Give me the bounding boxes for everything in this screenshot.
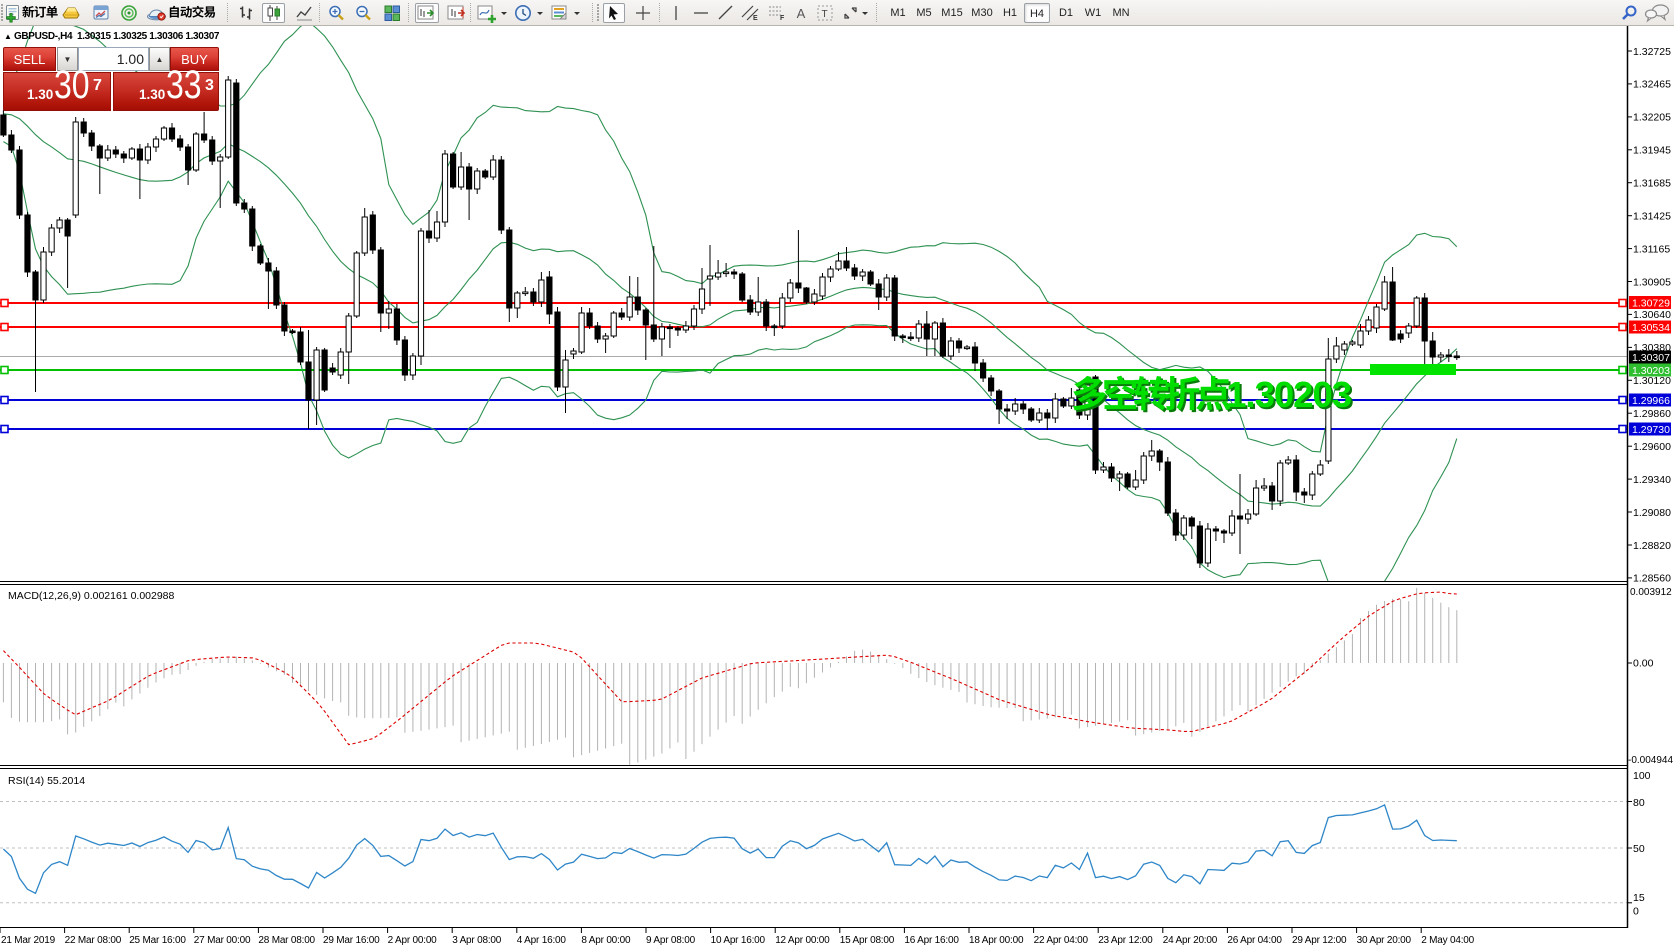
svg-text:1.30120: 1.30120 [1633, 375, 1671, 387]
svg-text:1.30729: 1.30729 [1632, 298, 1670, 310]
svg-text:RSI(14) 55.2014: RSI(14) 55.2014 [8, 775, 85, 787]
svg-text:23 Apr 12:00: 23 Apr 12:00 [1098, 935, 1153, 946]
svg-text:80: 80 [1633, 797, 1645, 809]
svg-text:29 Apr 12:00: 29 Apr 12:00 [1292, 935, 1347, 946]
svg-text:1.30203: 1.30203 [1632, 365, 1670, 377]
svg-text:0: 0 [1633, 905, 1639, 917]
svg-text:1.32725: 1.32725 [1633, 46, 1671, 58]
svg-text:8 Apr 00:00: 8 Apr 00:00 [581, 935, 631, 946]
svg-text:1.30203: 1.30203 [1228, 376, 1353, 417]
svg-text:MACD(12,26,9) 0.002161 0.00298: MACD(12,26,9) 0.002161 0.002988 [8, 590, 175, 602]
svg-text:18 Apr 00:00: 18 Apr 00:00 [969, 935, 1024, 946]
svg-text:27 Mar 00:00: 27 Mar 00:00 [194, 935, 251, 946]
svg-text:15: 15 [1633, 892, 1645, 904]
svg-text:2 Apr 00:00: 2 Apr 00:00 [388, 935, 438, 946]
svg-text:24 Apr 20:00: 24 Apr 20:00 [1163, 935, 1218, 946]
svg-text:29 Mar 16:00: 29 Mar 16:00 [323, 935, 380, 946]
svg-text:1.28820: 1.28820 [1633, 540, 1671, 552]
svg-text:9 Apr 08:00: 9 Apr 08:00 [646, 935, 696, 946]
svg-text:28 Mar 08:00: 28 Mar 08:00 [258, 935, 315, 946]
svg-text:26 Apr 04:00: 26 Apr 04:00 [1227, 935, 1282, 946]
svg-text:1.29730: 1.29730 [1632, 424, 1670, 436]
svg-text:1.31425: 1.31425 [1633, 211, 1671, 223]
svg-text:22 Mar 08:00: 22 Mar 08:00 [65, 935, 122, 946]
svg-text:1.29966: 1.29966 [1632, 395, 1670, 407]
svg-text:3 Apr 08:00: 3 Apr 08:00 [452, 935, 502, 946]
svg-text:12 Apr 00:00: 12 Apr 00:00 [775, 935, 830, 946]
svg-text:1.29600: 1.29600 [1633, 441, 1671, 453]
svg-text:10 Apr 16:00: 10 Apr 16:00 [711, 935, 766, 946]
svg-text:22 Apr 04:00: 22 Apr 04:00 [1034, 935, 1089, 946]
svg-text:F: F [780, 15, 785, 22]
svg-text:T: T [822, 9, 828, 20]
svg-text:1.28560: 1.28560 [1633, 573, 1671, 585]
svg-text:1.29080: 1.29080 [1633, 507, 1671, 519]
svg-text:1.30534: 1.30534 [1632, 322, 1670, 334]
svg-text:21 Mar 2019: 21 Mar 2019 [1, 935, 56, 946]
svg-text:16 Apr 16:00: 16 Apr 16:00 [904, 935, 959, 946]
svg-text:2 May 04:00: 2 May 04:00 [1421, 935, 1474, 946]
svg-text:1.29860: 1.29860 [1633, 408, 1671, 420]
svg-text:1.30203: 1.30203 [1226, 374, 1351, 415]
svg-text:1.31945: 1.31945 [1633, 145, 1671, 157]
svg-text:50: 50 [1633, 843, 1645, 855]
svg-text:1.29340: 1.29340 [1633, 474, 1671, 486]
svg-text:30 Apr 20:00: 30 Apr 20:00 [1357, 935, 1412, 946]
svg-text:1.32465: 1.32465 [1633, 79, 1671, 91]
svg-text:1.30307: 1.30307 [1632, 352, 1670, 364]
svg-text:1.30905: 1.30905 [1633, 276, 1671, 288]
svg-text:100: 100 [1633, 770, 1651, 782]
svg-text:0.003912: 0.003912 [1630, 587, 1672, 598]
svg-text:4 Apr 16:00: 4 Apr 16:00 [517, 935, 567, 946]
svg-text:-0.004944: -0.004944 [1628, 755, 1673, 766]
svg-text:1.31165: 1.31165 [1633, 243, 1670, 255]
svg-text:1.32205: 1.32205 [1633, 112, 1671, 124]
svg-text:1.30640: 1.30640 [1633, 309, 1671, 321]
svg-text:15 Apr 08:00: 15 Apr 08:00 [840, 935, 895, 946]
svg-text:0.00: 0.00 [1633, 658, 1654, 670]
svg-text:1.31685: 1.31685 [1633, 178, 1671, 190]
svg-text:25 Mar 16:00: 25 Mar 16:00 [129, 935, 186, 946]
svg-text:E: E [753, 15, 758, 22]
